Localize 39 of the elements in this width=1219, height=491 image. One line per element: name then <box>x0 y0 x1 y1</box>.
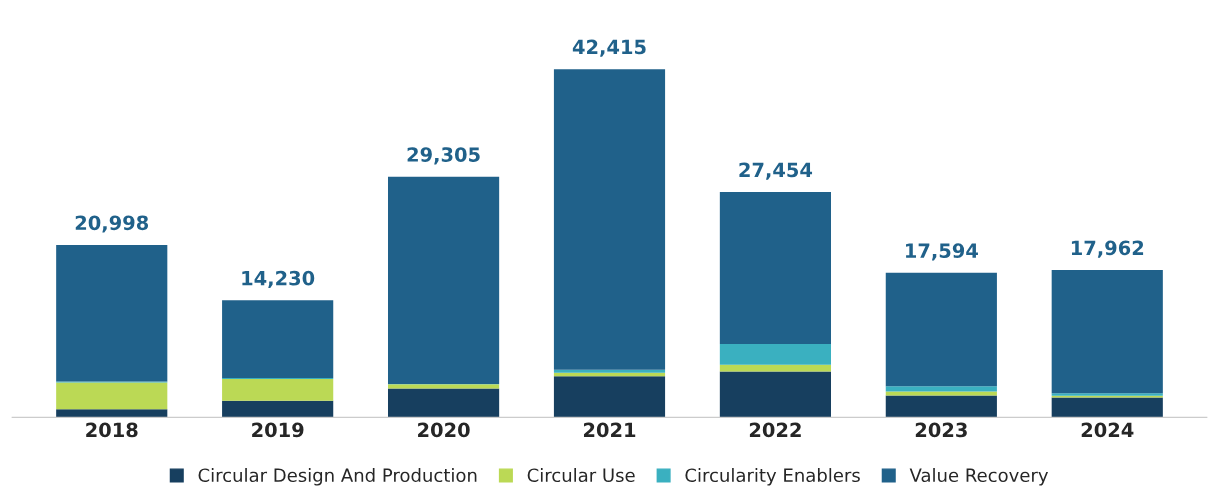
x-tick-label: 2018 <box>86 422 138 438</box>
annotation: 29,305 <box>407 147 480 165</box>
bar <box>719 343 831 365</box>
bar <box>56 245 168 382</box>
annotation: 17,962 <box>1071 240 1144 258</box>
bar <box>885 395 997 418</box>
bar <box>719 192 831 344</box>
x-tick-label: 2023 <box>915 422 967 438</box>
bar <box>885 386 997 392</box>
annotation: 27,454 <box>739 162 813 180</box>
x-tick-label: 2020 <box>418 422 470 438</box>
bar <box>719 364 831 372</box>
legend-label: Circular Use <box>527 468 635 483</box>
bar <box>388 384 500 389</box>
annotation: 42,415 <box>572 39 646 57</box>
x-tick-label: 2022 <box>749 422 801 438</box>
bar <box>388 388 500 418</box>
x-tick-label: 2024 <box>1081 422 1134 438</box>
legend-label: Circularity Enablers <box>685 468 860 486</box>
bar <box>719 371 831 418</box>
bar <box>388 176 500 384</box>
bar <box>1051 270 1163 394</box>
legend-label: Value Recovery <box>909 468 1049 486</box>
bar <box>553 369 666 373</box>
bar <box>553 69 666 370</box>
bar <box>1051 397 1163 418</box>
bar <box>222 400 334 418</box>
bar <box>553 376 666 418</box>
annotation: 14,230 <box>242 270 315 288</box>
bar <box>56 382 168 410</box>
x-tick-label: 2019 <box>252 422 304 438</box>
bar <box>885 272 997 387</box>
legend-label: Circular Design And Production <box>198 468 477 486</box>
x-tick-label: 2021 <box>583 422 636 438</box>
bar <box>222 379 334 401</box>
annotation: 17,594 <box>906 243 978 261</box>
bar <box>56 409 168 418</box>
bar <box>222 300 334 379</box>
annotation: 20,998 <box>75 215 149 233</box>
